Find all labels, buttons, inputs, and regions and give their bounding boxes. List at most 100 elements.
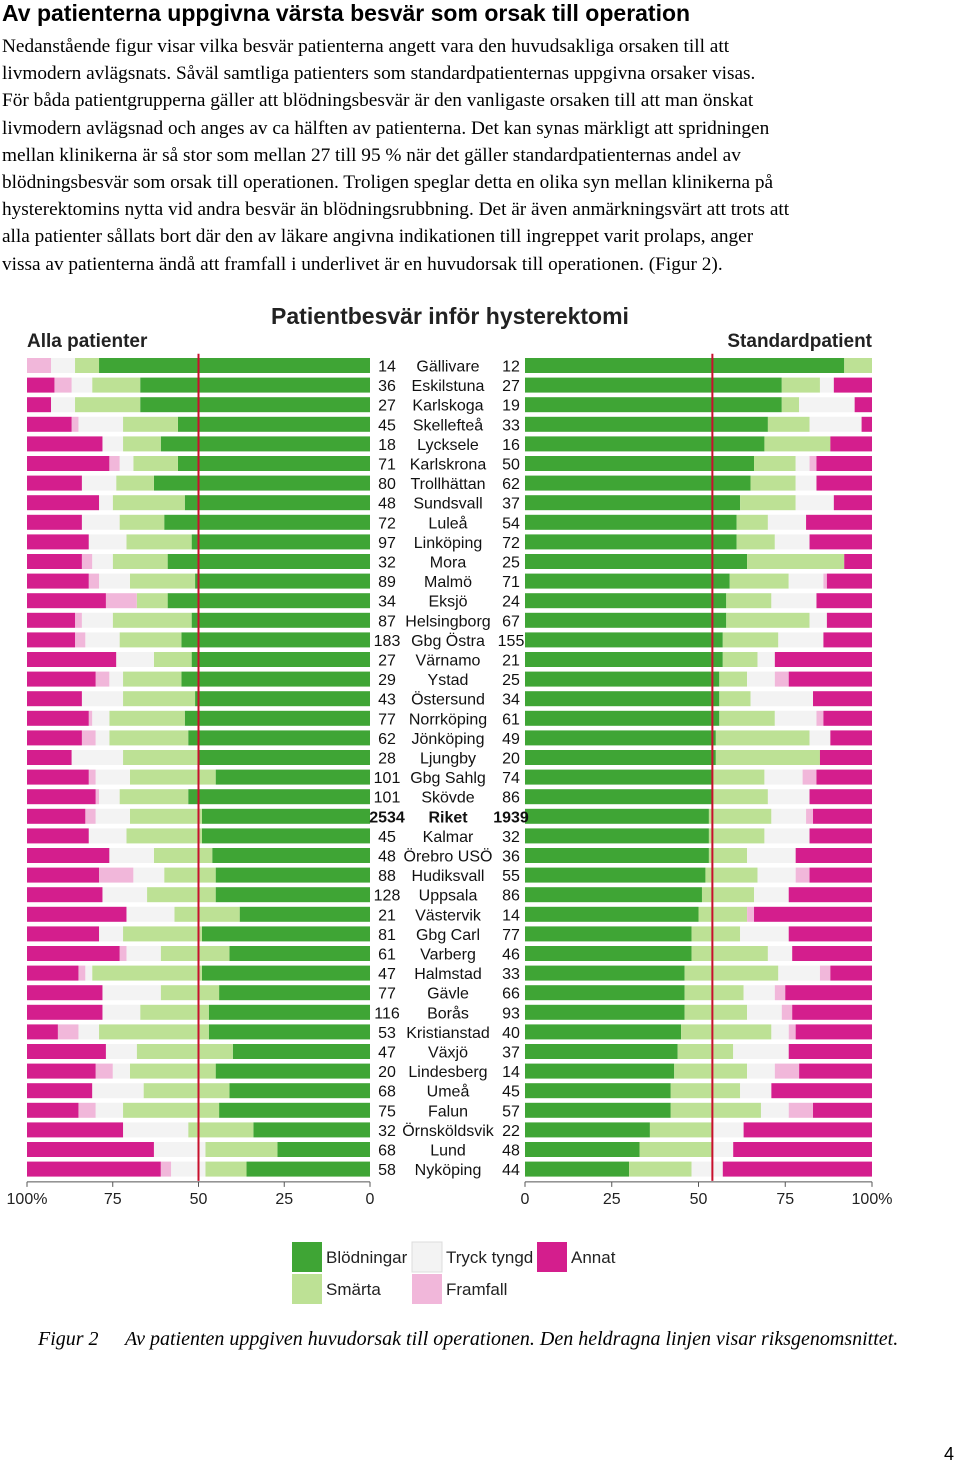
paragraph-line: alla patienter sållats bort där den av l… xyxy=(2,226,754,248)
clinic-row: 45 Skellefteå 33 xyxy=(27,416,872,434)
chart-rows: 14 Gällivare 12 36 Eskilstuna 27 27 Karlskoga 19… xyxy=(27,358,872,1179)
row-clinic-label: Uppsala xyxy=(419,888,478,905)
bar-right-blödningar xyxy=(525,946,692,961)
bar-left-tryck-tyngd xyxy=(51,397,76,413)
bar-left-tryck-tyngd xyxy=(88,828,127,844)
hysterectomy-chart: Patientbesvär inför hysterektomi Alla pa… xyxy=(7,303,892,1304)
bar-right-framfall xyxy=(774,985,786,1001)
row-count-all: 101 xyxy=(374,770,401,787)
row-clinic-label: Norrköping xyxy=(409,711,487,728)
legend-swatch xyxy=(292,1242,322,1272)
bar-right-blödningar xyxy=(525,789,713,805)
bar-right-tryck-tyngd xyxy=(788,573,824,589)
bar-left-tryck-tyngd xyxy=(116,652,154,667)
bar-left-smärta xyxy=(164,867,216,883)
bar-left-smärta xyxy=(123,671,182,687)
row-clinic-label: Örebro USÖ xyxy=(404,848,493,866)
bar-left-blödningar xyxy=(229,1083,370,1099)
row-count-std: 66 xyxy=(502,986,520,1003)
bar-right-blödningar xyxy=(525,456,755,471)
bar-left-annat xyxy=(27,612,76,628)
row-clinic-label: Gbg Carl xyxy=(416,927,480,944)
clinic-row: 48 Sundsvall 37 xyxy=(27,495,872,513)
bar-left-tryck-tyngd xyxy=(95,730,110,746)
axis-tick-label: 100% xyxy=(7,1191,48,1208)
bar-right-smärta xyxy=(712,769,765,785)
row-count-std: 40 xyxy=(502,1025,520,1042)
bar-left-smärta xyxy=(147,887,216,903)
row-count-all: 89 xyxy=(378,574,396,591)
bar-right-blödningar xyxy=(525,416,768,432)
bar-right-annat xyxy=(771,1083,872,1099)
row-count-std: 49 xyxy=(502,731,520,748)
bar-right-smärta xyxy=(722,632,779,648)
bar-left-tryck-tyngd xyxy=(102,1004,141,1020)
bar-left-framfall xyxy=(105,593,137,609)
bar-right-annat xyxy=(830,965,872,981)
bar-right-smärta xyxy=(691,926,741,942)
bar-left-tryck-tyngd xyxy=(78,416,124,432)
bar-right-framfall xyxy=(747,906,755,922)
bar-left-blödningar xyxy=(201,926,370,942)
bar-left-annat xyxy=(27,671,96,687)
row-count-std: 86 xyxy=(502,888,520,905)
row-clinic-label: Eksjö xyxy=(428,594,467,611)
bar-left-annat xyxy=(27,652,117,667)
bar-left-blödningar xyxy=(191,534,370,550)
row-clinic-label: Nyköping xyxy=(415,1162,482,1179)
bar-right-annat xyxy=(785,985,872,1001)
bar-right-tryck-tyngd xyxy=(819,377,834,393)
row-clinic-label: Jönköping xyxy=(412,731,485,748)
legend-swatch xyxy=(411,1241,443,1273)
bar-left-blödningar xyxy=(188,730,370,746)
clinic-row: 27 Värnamo 21 xyxy=(27,652,872,670)
body-paragraph: Nedanstående figur visar vilka besvär pa… xyxy=(2,33,960,278)
bar-right-smärta xyxy=(674,1063,748,1079)
bar-right-tryck-tyngd xyxy=(767,946,793,961)
bar-right-blödningar xyxy=(525,710,720,726)
row-count-std: 1939 xyxy=(493,809,529,826)
row-count-std: 37 xyxy=(502,1045,520,1062)
bar-left-smärta xyxy=(92,377,141,393)
bar-right-annat xyxy=(806,514,872,530)
row-clinic-label: Västervik xyxy=(415,907,482,924)
row-count-std: 27 xyxy=(502,378,520,395)
row-count-all: 34 xyxy=(378,594,396,611)
row-count-all: 62 xyxy=(378,731,396,748)
bar-right-tryck-tyngd xyxy=(764,828,810,844)
bar-left-annat xyxy=(27,789,96,805)
bar-right-framfall xyxy=(781,1004,793,1020)
bar-right-tryck-tyngd xyxy=(778,965,820,981)
row-count-all: 128 xyxy=(374,888,401,905)
bar-left-framfall xyxy=(119,946,127,961)
bar-left-annat xyxy=(27,632,76,648)
bar-left-blödningar xyxy=(181,632,370,648)
row-clinic-label: Mora xyxy=(430,555,467,572)
bar-right-annat xyxy=(826,612,872,628)
bar-left-blödningar xyxy=(195,691,370,707)
bar-right-smärta xyxy=(670,1083,741,1099)
clinic-row: 58 Nyköping 44 xyxy=(27,1161,872,1179)
chart-legend: Blödningar Smärta Tryck tyngd Framfall Annat xyxy=(292,1241,616,1304)
bar-right-smärta xyxy=(726,612,810,628)
bar-left-tryck-tyngd xyxy=(81,691,124,707)
row-clinic-label: Gbg Sahlg xyxy=(410,770,486,787)
row-count-all: 20 xyxy=(378,1064,396,1081)
bar-left-tryck-tyngd xyxy=(95,808,130,824)
bar-right-blödningar xyxy=(525,612,727,628)
bar-left-framfall xyxy=(81,554,93,569)
bar-right-tryck-tyngd xyxy=(691,1161,723,1177)
row-count-all: 80 xyxy=(378,476,396,493)
bar-right-blödningar xyxy=(525,808,709,824)
bar-right-tryck-tyngd xyxy=(712,1122,744,1138)
bar-left-smärta xyxy=(119,632,182,648)
bar-right-blödningar xyxy=(525,573,730,589)
bar-right-tryck-tyngd xyxy=(733,1044,789,1059)
row-count-all: 72 xyxy=(378,515,396,532)
row-clinic-label: Gbg Östra xyxy=(411,632,485,650)
bar-right-blödningar xyxy=(525,436,765,452)
bar-left-blödningar xyxy=(201,808,370,824)
bar-left-blödningar xyxy=(181,671,370,687)
bar-left-annat xyxy=(27,397,52,413)
axis-tick-label: 50 xyxy=(690,1191,708,1208)
